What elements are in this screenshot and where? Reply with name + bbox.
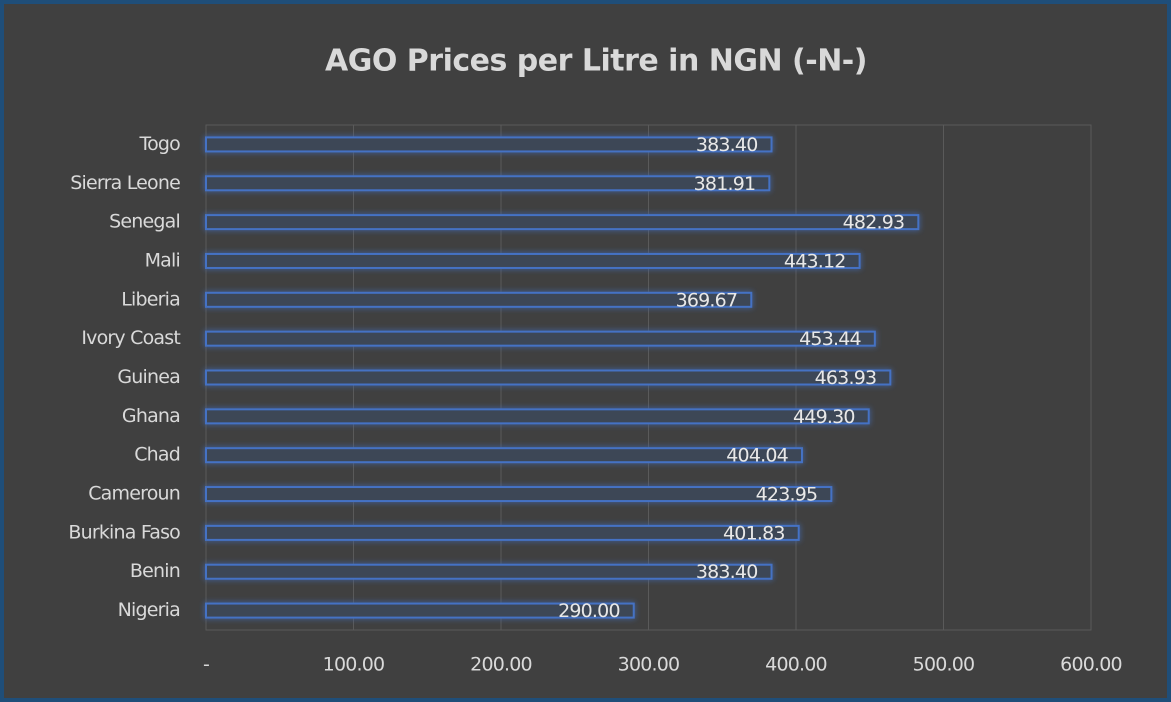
bar bbox=[205, 447, 803, 464]
bar bbox=[205, 214, 920, 231]
y-tick-label: Ghana bbox=[122, 405, 180, 427]
y-tick-label: Nigeria bbox=[118, 599, 180, 621]
bar bbox=[205, 486, 833, 503]
data-label: 401.83 bbox=[723, 522, 785, 544]
data-label: 482.93 bbox=[843, 212, 905, 234]
data-label: 463.93 bbox=[815, 367, 877, 389]
y-tick-label: Liberia bbox=[121, 288, 180, 310]
bar bbox=[205, 524, 800, 541]
x-tick-label: 100.00 bbox=[323, 654, 385, 676]
bar bbox=[205, 408, 870, 425]
data-label: 453.44 bbox=[799, 328, 861, 350]
data-label: 449.30 bbox=[793, 406, 855, 428]
x-tick-label: 500.00 bbox=[913, 654, 975, 676]
bar bbox=[205, 175, 771, 192]
bar bbox=[205, 563, 773, 580]
data-label: 290.00 bbox=[558, 600, 620, 622]
data-label: 443.12 bbox=[784, 250, 846, 272]
bar bbox=[205, 136, 773, 153]
bar bbox=[205, 330, 876, 347]
y-tick-label: Ivory Coast bbox=[81, 327, 180, 349]
y-tick-label: Burkina Faso bbox=[68, 521, 180, 543]
data-label: 383.40 bbox=[696, 561, 758, 583]
bar bbox=[205, 291, 753, 308]
data-label: 369.67 bbox=[676, 289, 738, 311]
x-tick-label: 600.00 bbox=[1060, 654, 1122, 676]
chart-title: AGO Prices per Litre in NGN (-N-) bbox=[325, 44, 867, 79]
y-tick-label: Benin bbox=[130, 560, 180, 582]
data-label: 404.04 bbox=[726, 445, 788, 467]
x-tick-label: - bbox=[203, 654, 209, 676]
x-tick-label: 300.00 bbox=[618, 654, 680, 676]
x-tick-label: 200.00 bbox=[470, 654, 532, 676]
x-tick-label: 400.00 bbox=[765, 654, 827, 676]
y-tick-label: Sierra Leone bbox=[70, 172, 180, 194]
y-tick-label: Senegal bbox=[109, 211, 180, 233]
y-tick-label: Mali bbox=[145, 249, 180, 271]
bar bbox=[205, 252, 861, 269]
y-tick-label: Cameroun bbox=[88, 483, 180, 505]
y-tick-label: Guinea bbox=[117, 366, 180, 388]
y-tick-label: Togo bbox=[139, 133, 181, 155]
bar bbox=[205, 369, 892, 386]
y-tick-label: Chad bbox=[134, 444, 180, 466]
data-label: 423.95 bbox=[756, 484, 818, 506]
bar bbox=[205, 602, 635, 619]
data-label: 381.91 bbox=[694, 173, 756, 195]
data-label: 383.40 bbox=[696, 134, 758, 156]
